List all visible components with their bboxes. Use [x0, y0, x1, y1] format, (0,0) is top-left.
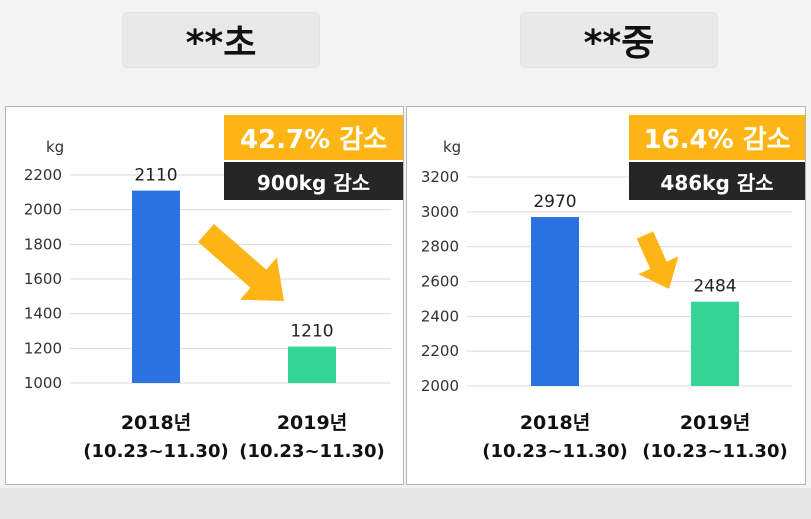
left-percent-text: 42.7% 감소 [239, 125, 388, 155]
y-tick-label: 2200 [421, 342, 459, 360]
right-chart-title: **중 [520, 12, 718, 68]
bar-value-label: 2970 [533, 192, 576, 212]
left-percent-badge: 42.7% 감소 [224, 115, 403, 160]
right-chart-title-text: **중 [583, 23, 655, 64]
left-chart: kg 1000 1200 1400 1600 1800 2000 2200 2110 2018년 (… [24, 138, 391, 462]
decrease-arrow [636, 231, 679, 289]
left-chart-panel: kg 1000 1200 1400 1600 1800 2000 2200 2110 2018년 (… [5, 106, 404, 485]
y-tick-label: 3000 [421, 203, 459, 221]
y-unit-label: kg [443, 138, 461, 156]
y-tick-label: 2200 [24, 166, 62, 184]
x-category-sublabel: (10.23~11.30) [83, 441, 228, 462]
y-tick-label: 2400 [421, 307, 459, 325]
left-amount-badge: 900kg 감소 [224, 162, 403, 200]
right-amount-badge: 486kg 감소 [629, 162, 805, 200]
bar [531, 217, 579, 386]
left-chart-title-text: **초 [185, 23, 257, 64]
bar [691, 301, 739, 386]
y-tick-label: 1000 [24, 374, 62, 392]
x-category-label: 2018년 [121, 412, 191, 434]
right-percent-text: 16.4% 감소 [643, 125, 791, 155]
x-category-label: 2019년 [277, 412, 347, 434]
bar-value-label: 1210 [290, 322, 333, 342]
y-unit-label: kg [46, 138, 64, 156]
right-chart: kg 2000 2200 2400 2600 2800 3000 3200 2970 2018년 (… [421, 138, 792, 462]
bar-value-label: 2110 [134, 166, 177, 186]
right-percent-badge: 16.4% 감소 [629, 115, 805, 160]
y-tick-label: 1800 [24, 235, 62, 253]
bar [288, 346, 336, 383]
left-amount-text: 900kg 감소 [256, 170, 371, 195]
y-tick-label: 2600 [421, 273, 459, 291]
y-tick-label: 3200 [421, 168, 459, 186]
decrease-arrow [198, 223, 284, 301]
y-tick-label: 1400 [24, 305, 62, 323]
y-tick-label: 2000 [421, 377, 459, 395]
bar [132, 190, 180, 383]
right-amount-text: 486kg 감소 [660, 170, 774, 195]
x-category-label: 2019년 [680, 412, 750, 434]
left-chart-title: **초 [122, 12, 320, 68]
y-tick-label: 1600 [24, 270, 62, 288]
y-tick-label: 2800 [421, 238, 459, 256]
y-tick-label: 2000 [24, 201, 62, 219]
x-category-sublabel: (10.23~11.30) [482, 441, 627, 462]
y-tick-label: 1200 [24, 339, 62, 357]
x-category-sublabel: (10.23~11.30) [642, 441, 787, 462]
bar-value-label: 2484 [693, 277, 736, 297]
right-chart-panel: kg 2000 2200 2400 2600 2800 3000 3200 2970 2018년 (… [406, 106, 806, 485]
x-category-sublabel: (10.23~11.30) [239, 441, 384, 462]
x-category-label: 2018년 [520, 412, 590, 434]
bottom-strip [0, 488, 811, 519]
